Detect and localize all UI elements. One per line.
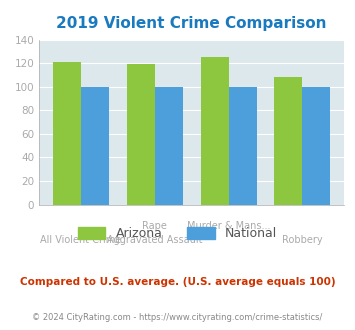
Text: Murder & Mans...: Murder & Mans... bbox=[187, 221, 271, 231]
Bar bbox=[229, 87, 257, 205]
Text: Robbery: Robbery bbox=[282, 235, 323, 245]
Text: © 2024 CityRating.com - https://www.cityrating.com/crime-statistics/: © 2024 CityRating.com - https://www.city… bbox=[32, 313, 323, 322]
Bar bbox=[81, 87, 109, 205]
Text: Aggravated Assault: Aggravated Assault bbox=[107, 235, 203, 245]
Text: All Violent Crime: All Violent Crime bbox=[40, 235, 122, 245]
Legend: Arizona, National: Arizona, National bbox=[78, 227, 277, 240]
Text: Rape: Rape bbox=[142, 221, 167, 231]
Bar bbox=[201, 57, 229, 205]
Bar bbox=[274, 77, 302, 205]
Text: Compared to U.S. average. (U.S. average equals 100): Compared to U.S. average. (U.S. average … bbox=[20, 278, 335, 287]
Bar bbox=[155, 87, 183, 205]
Bar bbox=[302, 87, 331, 205]
Bar bbox=[53, 62, 81, 205]
Bar bbox=[127, 64, 155, 205]
Title: 2019 Violent Crime Comparison: 2019 Violent Crime Comparison bbox=[56, 16, 327, 31]
